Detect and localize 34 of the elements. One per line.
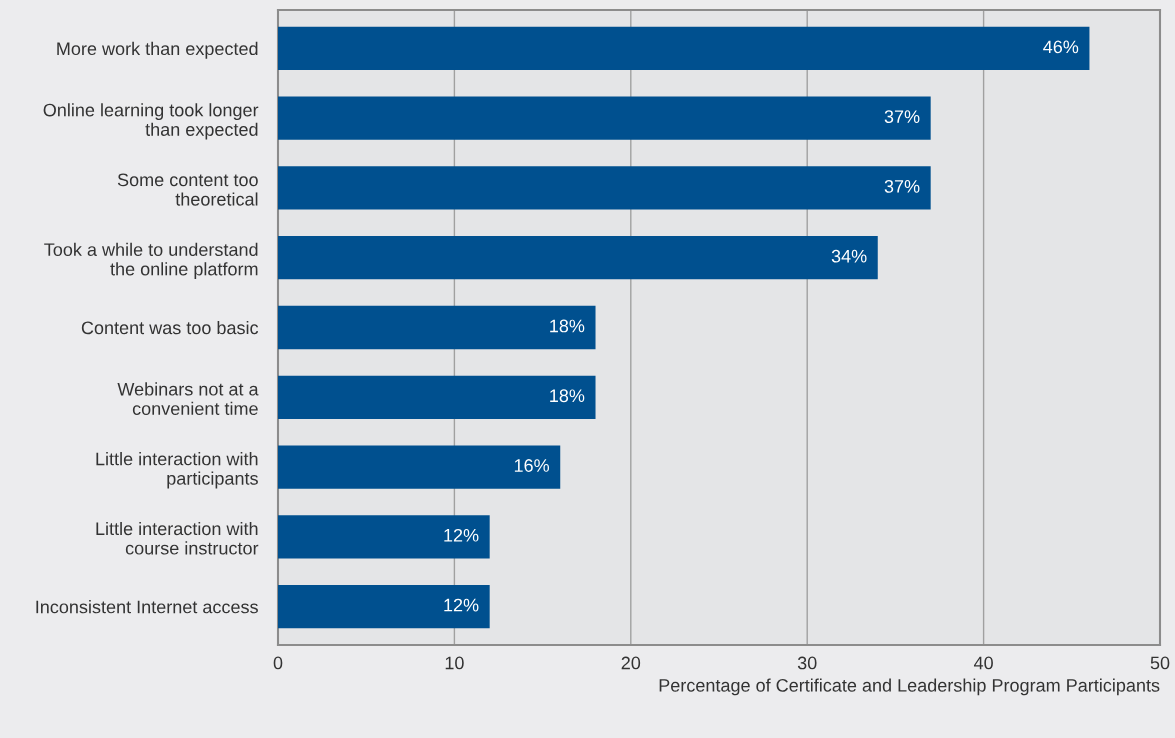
y-tick-label: Took a while to understand the online platform [44,242,258,280]
y-tick-label: Inconsistent Internet access [36,600,258,614]
bar [278,26,1090,71]
bar [278,375,596,419]
x-tick-label: 50 [1150,656,1170,670]
y-tick-label: More work than expected [57,41,258,59]
y-tick-label: Online learning took longer than expected [43,103,259,140]
data-label: 18% [550,389,585,403]
bar [278,515,490,559]
y-tick-label: Content was too basic [81,320,259,335]
x-tick-label: 10 [445,656,464,670]
data-label: 37% [884,180,920,193]
bar [278,584,490,629]
bar [278,445,561,489]
data-label: 18% [550,319,585,333]
x-tick-label: 40 [973,656,993,670]
y-tick-label: Webinars not at a convenient time [117,382,259,416]
bar [278,305,596,350]
x-tick-label: 30 [797,656,817,670]
data-label: 34% [831,249,867,263]
y-tick-label: Little interaction with participants [96,452,258,489]
data-label: 46% [1043,40,1079,54]
bar [278,166,931,210]
data-label: 16% [514,459,550,472]
data-label: 37% [884,110,920,124]
data-label: 12% [444,598,479,612]
y-tick-label: Some content too theoretical [117,173,258,206]
x-tick-label: 0 [273,656,283,670]
x-tick-label: 20 [621,656,641,670]
data-label: 12% [444,528,479,542]
x-axis-title: Percentage of Certificate and Leadership Program Participants [659,678,1160,696]
y-tick-label: Little interaction with course instructor [96,521,259,555]
bar [278,96,931,140]
bar [278,236,878,280]
